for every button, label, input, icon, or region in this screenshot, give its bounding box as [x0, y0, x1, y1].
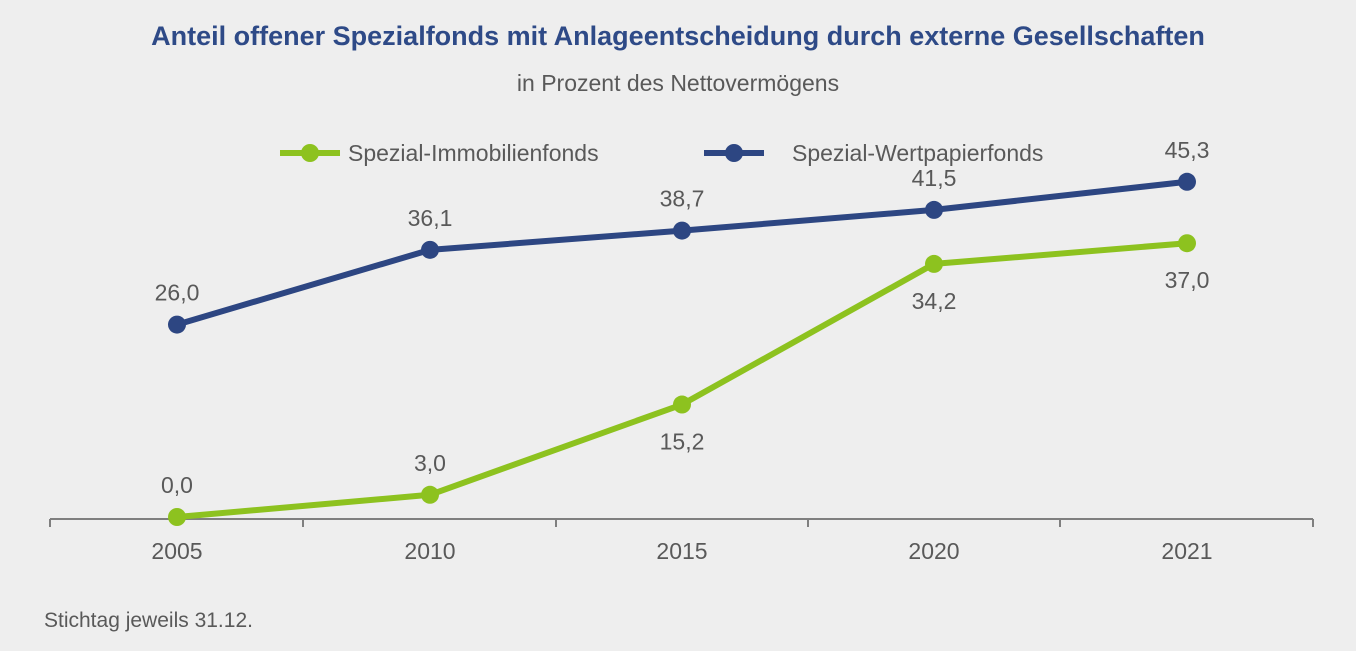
x-tick-label: 2010: [404, 538, 455, 564]
chart-title: Anteil offener Spezialfonds mit Anlageen…: [151, 21, 1205, 51]
data-point: [421, 485, 439, 504]
legend: Spezial-Immobilienfonds Spezial-Wertpapie…: [280, 140, 1043, 166]
series: 0,0 3,0 15,2 34,2 37,0: [161, 234, 1209, 526]
x-axis: 2005 2010 2015 2020 2021: [49, 518, 1314, 564]
legend-marker: [301, 144, 319, 162]
data-point: [1178, 234, 1196, 253]
data-label: 34,2: [912, 288, 957, 314]
series-layer: 0,0 3,0 15,2 34,2 37,0 26,0 36,1 38,7 41,5 45,3: [155, 137, 1210, 526]
x-tick-label: 2015: [656, 538, 707, 564]
data-label: 38,7: [660, 186, 705, 212]
data-point: [168, 508, 186, 526]
legend-item: Spezial-Immobilienfonds: [280, 140, 599, 166]
data-label: 41,5: [912, 165, 957, 191]
data-point: [421, 240, 439, 259]
data-label: 36,1: [408, 205, 453, 231]
legend-item: Spezial-Wertpapierfonds: [704, 140, 1043, 166]
footnote: Stichtag jeweils 31.12.: [44, 609, 253, 632]
data-point: [925, 200, 943, 219]
data-label: 0,0: [161, 472, 193, 498]
data-label: 26,0: [155, 280, 200, 306]
data-point: [168, 315, 186, 334]
chart-subtitle: in Prozent des Nettovermögens: [517, 70, 839, 96]
legend-label: Spezial-Wertpapierfonds: [792, 140, 1043, 166]
data-point: [1178, 172, 1196, 191]
x-tick-label: 2021: [1161, 538, 1212, 564]
series: 26,0 36,1 38,7 41,5 45,3: [155, 137, 1210, 334]
x-tick-label: 2005: [151, 538, 202, 564]
x-tick-label: 2020: [908, 538, 959, 564]
data-point: [673, 395, 691, 414]
data-label: 15,2: [660, 429, 705, 455]
data-label: 37,0: [1165, 267, 1210, 293]
legend-marker: [725, 144, 743, 162]
legend-label: Spezial-Immobilienfonds: [348, 140, 599, 166]
data-label: 3,0: [414, 450, 446, 476]
data-point: [925, 254, 943, 273]
data-label: 45,3: [1165, 137, 1210, 163]
data-point: [673, 221, 691, 240]
series-line: [174, 240, 1190, 520]
